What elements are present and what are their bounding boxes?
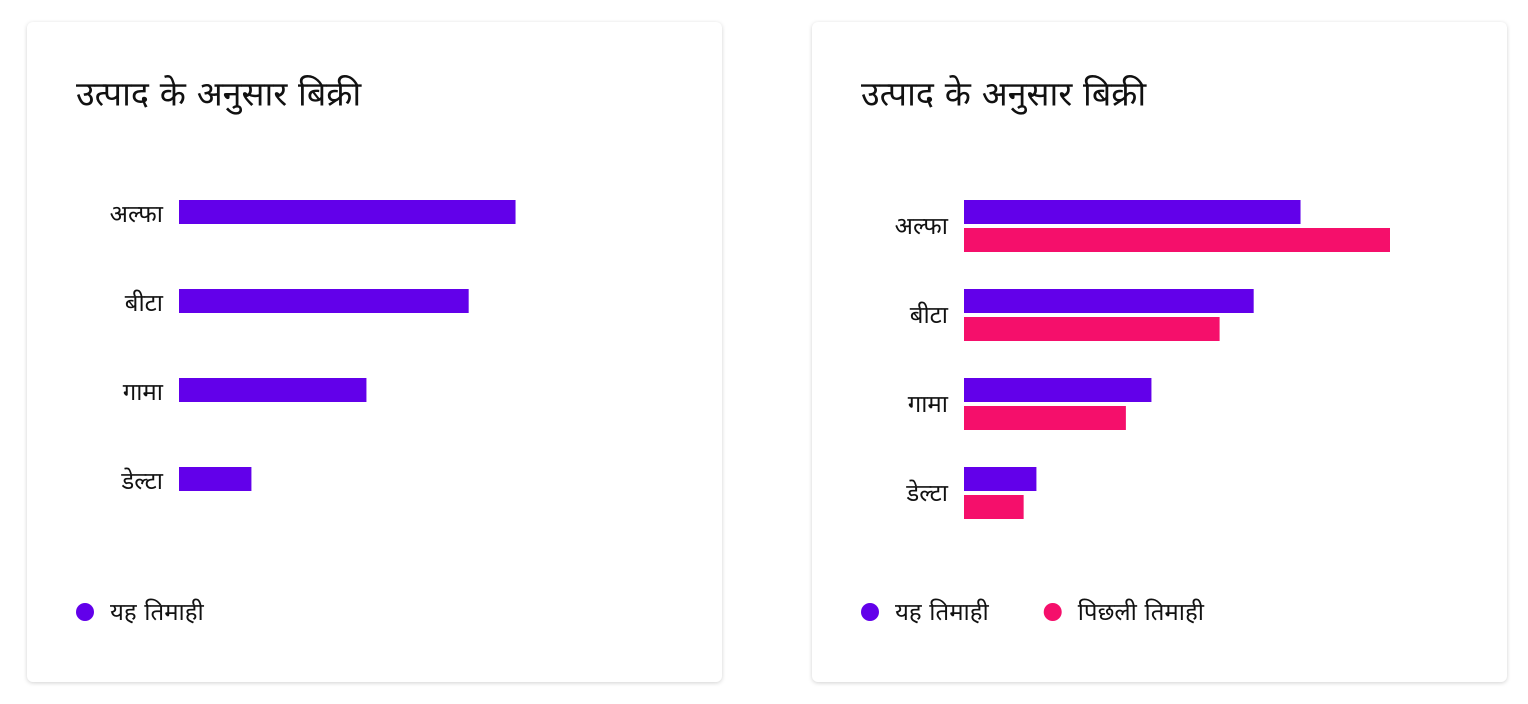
bar xyxy=(964,228,1390,252)
bar xyxy=(964,317,1220,341)
bar xyxy=(964,467,1037,491)
category-label: अल्फा xyxy=(895,212,949,240)
chart: उत्पाद के अनुसार बिक्री अल्फा बीटा गामा डेल्… xyxy=(861,75,1390,626)
bar xyxy=(179,467,252,491)
bar xyxy=(964,406,1126,430)
legend-label: यह तिमाही xyxy=(110,598,205,626)
legend-marker xyxy=(861,603,879,621)
bar xyxy=(964,378,1152,402)
legend-label: यह तिमाही xyxy=(895,598,990,626)
category-label: अल्फा xyxy=(110,200,164,228)
bar xyxy=(964,289,1254,313)
legend-marker xyxy=(1043,603,1062,621)
category-label: बीटा xyxy=(125,289,164,317)
category-label: डेल्टा xyxy=(905,479,948,507)
legend-marker xyxy=(76,603,94,621)
category-label: गामा xyxy=(908,390,949,418)
chart-card: उत्पाद के अनुसार बिक्री अल्फा बीटा गामा डेल्… xyxy=(812,22,1507,682)
category-label: गामा xyxy=(123,378,164,406)
chart-title: उत्पाद के अनुसार बिक्री xyxy=(861,75,1147,116)
chart-card: उत्पाद के अनुसार बिक्री अल्फा बीटा गामा डेल्… xyxy=(27,22,722,682)
legend-label: पिछली तिमाही xyxy=(1078,598,1205,626)
bar xyxy=(964,495,1024,519)
category-label: डेल्टा xyxy=(120,467,163,495)
bar xyxy=(179,378,367,402)
category-label: बीटा xyxy=(910,301,949,329)
bar xyxy=(179,200,516,224)
chart: उत्पाद के अनुसार बिक्री अल्फा बीटा गामा डेल्… xyxy=(76,75,516,626)
bar xyxy=(964,200,1301,224)
chart-title: उत्पाद के अनुसार बिक्री xyxy=(76,75,362,116)
bar xyxy=(179,289,469,313)
